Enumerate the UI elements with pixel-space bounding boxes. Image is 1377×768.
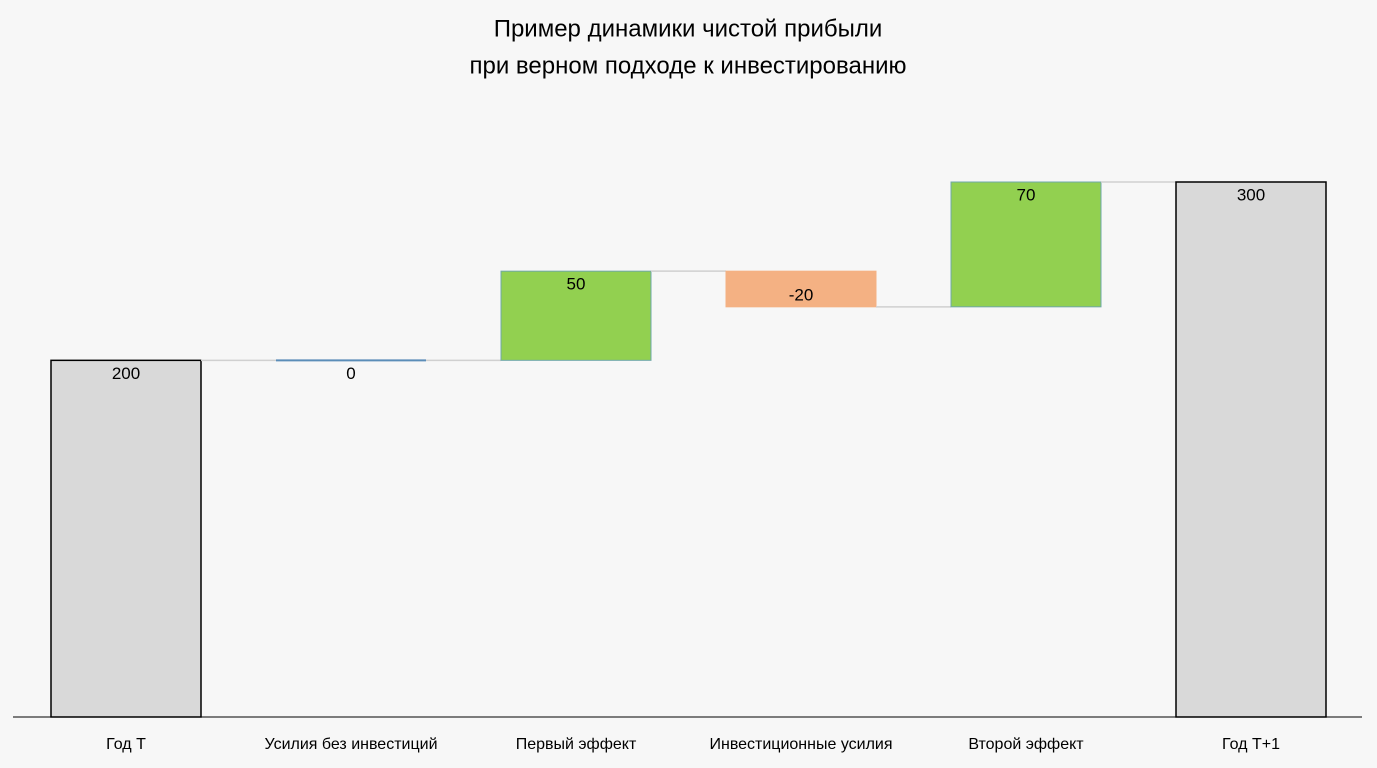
x-tick-label: Второй эффект (968, 736, 1084, 753)
value-label: 50 (567, 275, 586, 294)
bar (1175, 181, 1327, 718)
bar (500, 270, 652, 361)
value-label: 200 (112, 364, 140, 383)
x-tick-label: Первый эффект (516, 736, 637, 753)
bar (950, 181, 1102, 308)
value-label: 70 (1017, 185, 1036, 204)
x-tick-label: Усилия без инвестиций (264, 736, 437, 753)
value-label: 0 (346, 364, 355, 383)
x-tick-label: Инвестиционные усилия (709, 736, 892, 753)
value-label: 300 (1237, 185, 1265, 204)
value-label: -20 (789, 285, 814, 304)
bar (50, 359, 202, 718)
x-tick-label: Год Т+1 (1222, 736, 1280, 753)
chart-title: Пример динамики чистой прибыли (494, 15, 883, 42)
x-tick-label: Год Т (106, 736, 146, 753)
chart-title: при верном подходе к инвестированию (470, 52, 907, 79)
bar (725, 270, 877, 308)
